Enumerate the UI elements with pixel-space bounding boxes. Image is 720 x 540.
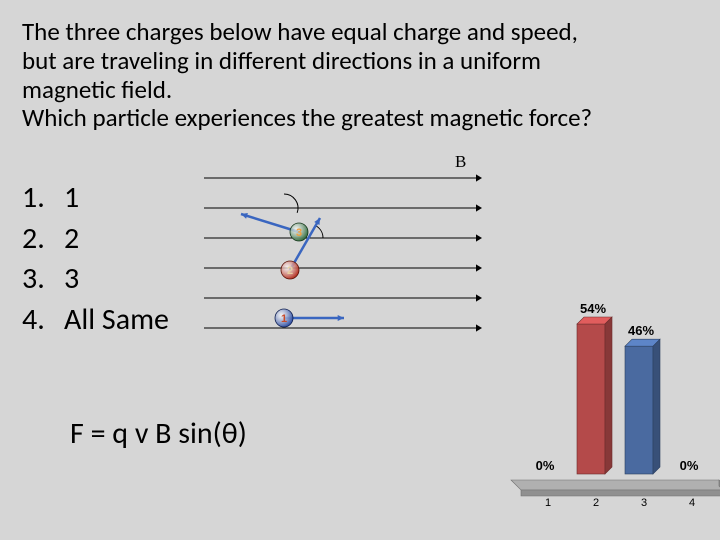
option-num: 2. [22, 219, 64, 260]
svg-text:46%: 46% [628, 323, 654, 338]
q-line1: The three charges below have equal charg… [22, 16, 578, 47]
q-line4: Which particle experiences the greatest … [22, 102, 592, 133]
svg-text:2: 2 [287, 265, 293, 277]
option-1: 1. 1 [22, 178, 169, 219]
option-num: 1. [22, 178, 64, 219]
svg-text:3: 3 [641, 497, 647, 509]
q-line3: magnetic field. [22, 74, 172, 105]
option-label: 1 [64, 178, 79, 219]
field-diagram: 1 2 3 [204, 168, 484, 338]
option-num: 3. [22, 259, 64, 300]
option-label: All Same [64, 300, 169, 341]
svg-text:0%: 0% [536, 458, 555, 473]
svg-text:2: 2 [593, 497, 599, 509]
svg-text:1: 1 [545, 497, 551, 509]
svg-text:1: 1 [281, 313, 287, 325]
option-3: 3. 3 [22, 259, 169, 300]
svg-text:3: 3 [296, 227, 302, 239]
svg-text:54%: 54% [580, 301, 606, 316]
option-label: 3 [64, 259, 79, 300]
answer-options: 1. 1 2. 2 3. 3 4. All Same [22, 178, 169, 340]
option-label: 2 [64, 219, 79, 260]
option-num: 4. [22, 300, 64, 341]
question-text: The three charges below have equal charg… [22, 18, 682, 133]
svg-text:0%: 0% [680, 458, 699, 473]
svg-text:4: 4 [689, 497, 695, 509]
q-line2: but are traveling in different direction… [22, 45, 541, 76]
response-barchart: 0% 1 54% 2 46% 3 0% 4 [510, 298, 720, 518]
option-4: 4. All Same [22, 300, 169, 341]
option-2: 2. 2 [22, 219, 169, 260]
formula-text: F = q v B sin(θ) [70, 415, 247, 452]
